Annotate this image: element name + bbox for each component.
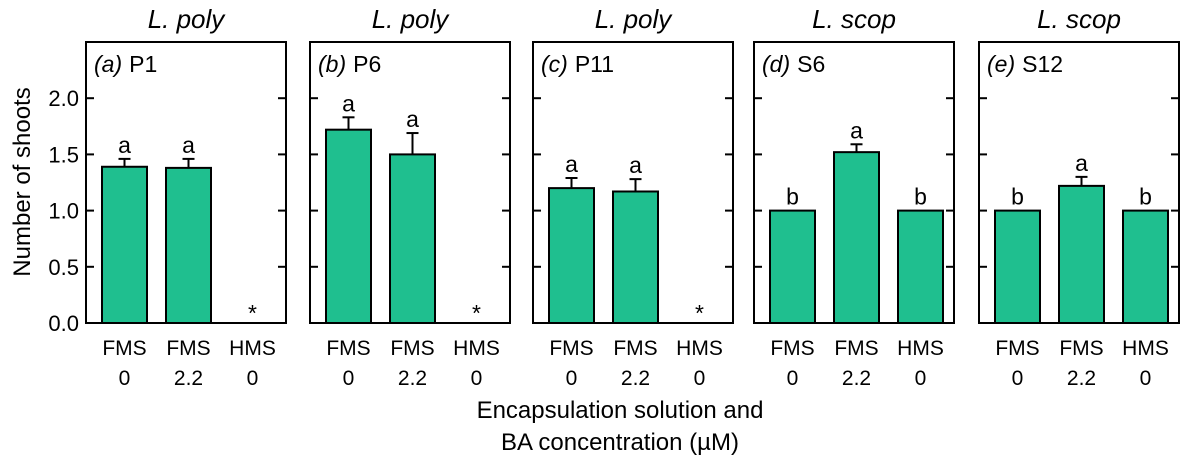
x-category-label: FMS xyxy=(549,337,593,360)
missing-data-asterisk: * xyxy=(695,300,704,326)
chart-panel: L. poly (b) P6 a FMS 0 a FMS 2.2 * HMS 0 xyxy=(309,4,511,390)
panel-tag: (a) P1 xyxy=(94,51,157,77)
bar xyxy=(548,187,595,324)
panel-tag: (c) P11 xyxy=(541,51,614,77)
significance-letter: b xyxy=(1011,184,1024,210)
significance-letter: a xyxy=(565,151,578,177)
panel-id: S6 xyxy=(797,51,825,77)
missing-data-asterisk: * xyxy=(248,300,257,326)
bar xyxy=(833,151,880,324)
panel-letter: (d) xyxy=(762,51,790,77)
significance-letter: a xyxy=(850,117,863,143)
significance-letter: a xyxy=(182,132,195,158)
x-category-concentration: 0 xyxy=(471,367,483,390)
y-tick-label: 1.0 xyxy=(48,199,79,224)
x-category-label: FMS xyxy=(613,337,657,360)
chart-panel: L. poly 0.0 0.5 1.0 1.5 2.0 (a) P1 a FMS 0 a FMS 2.2 *… xyxy=(48,4,287,390)
y-tick-label: 0.0 xyxy=(48,311,79,336)
significance-letter: b xyxy=(1139,184,1152,210)
x-category-label: HMS xyxy=(676,337,723,360)
panel-id: P1 xyxy=(129,51,157,77)
panel-id: P11 xyxy=(575,51,614,77)
x-category-concentration: 2.2 xyxy=(621,367,650,390)
x-category-label: FMS xyxy=(834,337,878,360)
significance-letter: a xyxy=(1075,150,1088,176)
bar xyxy=(101,165,148,324)
panel-tag: (e) S12 xyxy=(987,51,1063,77)
significance-letter: a xyxy=(342,90,355,116)
significance-letter: b xyxy=(786,184,799,210)
x-category-concentration: 0 xyxy=(694,367,706,390)
chart-panel: L. poly (c) P11 a FMS 0 a FMS 2.2 * HMS 0 xyxy=(532,4,734,390)
x-category-label: HMS xyxy=(1122,337,1169,360)
bar xyxy=(389,153,436,324)
panel-title: L. scop xyxy=(1037,4,1121,34)
significance-letter: a xyxy=(629,152,642,178)
x-category-concentration: 0 xyxy=(915,367,927,390)
x-category-label: FMS xyxy=(390,337,434,360)
panel-letter: (b) xyxy=(318,51,346,77)
bar xyxy=(897,209,944,325)
y-tick-label: 2.0 xyxy=(48,86,79,111)
x-category-concentration: 0 xyxy=(343,367,355,390)
x-category-label: FMS xyxy=(166,337,210,360)
panel-letter: (a) xyxy=(94,51,122,77)
x-category-concentration: 0 xyxy=(566,367,578,390)
significance-letter: a xyxy=(118,132,131,158)
missing-data-asterisk: * xyxy=(472,300,481,326)
bar xyxy=(769,209,816,325)
panel-title: L. poly xyxy=(148,4,227,34)
x-category-concentration: 2.2 xyxy=(842,367,871,390)
x-category-concentration: 0 xyxy=(119,367,131,390)
x-category-concentration: 0 xyxy=(787,367,799,390)
x-category-concentration: 2.2 xyxy=(174,367,203,390)
panel-letter: (e) xyxy=(987,51,1015,77)
x-category-concentration: 2.2 xyxy=(398,367,427,390)
panel-id: S12 xyxy=(1022,51,1063,77)
bar xyxy=(994,209,1041,325)
x-category-label: FMS xyxy=(1059,337,1103,360)
significance-letter: a xyxy=(406,106,419,132)
chart-panel: L. scop (d) S6 b FMS 0 a FMS 2.2 b HMS 0 xyxy=(753,4,955,390)
x-category-label: HMS xyxy=(897,337,944,360)
x-category-label: FMS xyxy=(770,337,814,360)
x-category-concentration: 2.2 xyxy=(1067,367,1096,390)
chart-panels: L. poly 0.0 0.5 1.0 1.5 2.0 (a) P1 a FMS 0 a FMS 2.2 *… xyxy=(48,4,1180,390)
panel-tag: (d) S6 xyxy=(762,51,825,77)
x-category-concentration: 0 xyxy=(1140,367,1152,390)
y-tick-label: 1.5 xyxy=(48,142,79,167)
x-category-concentration: 0 xyxy=(247,367,259,390)
panel-title: L. scop xyxy=(812,4,896,34)
significance-letter: b xyxy=(914,184,927,210)
panel-title: L. poly xyxy=(372,4,451,34)
panel-title: L. poly xyxy=(595,4,674,34)
panel-tag: (b) P6 xyxy=(318,51,381,77)
x-category-concentration: 0 xyxy=(1012,367,1024,390)
bar xyxy=(612,190,659,324)
x-axis-title-line2: BA concentration (µM) xyxy=(501,429,739,456)
y-tick-label: 0.5 xyxy=(48,255,79,280)
panel-letter: (c) xyxy=(541,51,568,77)
x-category-label: FMS xyxy=(326,337,370,360)
bar xyxy=(325,128,372,324)
x-category-label: HMS xyxy=(229,337,276,360)
x-category-label: FMS xyxy=(995,337,1039,360)
y-axis-title: Number of shoots xyxy=(9,87,36,276)
bar xyxy=(1122,209,1169,325)
chart-panel: L. scop (e) S12 b FMS 0 a FMS 2.2 b HMS 0 xyxy=(978,4,1180,390)
bar xyxy=(1058,184,1105,324)
panel-id: P6 xyxy=(353,51,381,77)
x-axis-title-line1: Encapsulation solution and xyxy=(477,397,764,424)
x-category-label: FMS xyxy=(102,337,146,360)
bar xyxy=(165,166,212,324)
x-category-label: HMS xyxy=(453,337,500,360)
